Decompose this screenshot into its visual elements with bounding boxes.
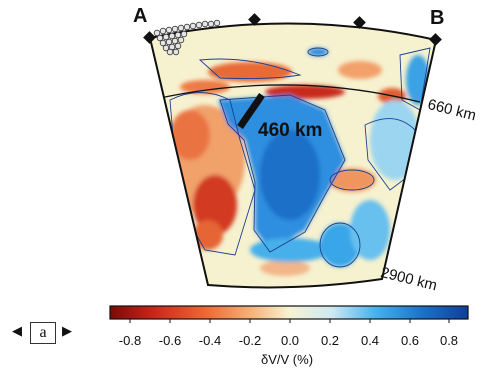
panel-label: a [30,322,56,344]
station-markers [143,13,442,46]
colorbar-tick: 0.2 [320,333,340,348]
colorbar-tick: 0.0 [280,333,300,348]
colorbar-tick: 0.6 [400,333,420,348]
distance-marker [237,93,265,129]
prev-panel-button[interactable]: ◀ [12,322,22,340]
colorbar-tick: 0.4 [360,333,380,348]
triangle-right-icon: ▶ [62,323,72,338]
triangle-left-icon: ◀ [12,323,22,338]
colorbar-tick: -0.8 [118,333,142,348]
colorbar-tick: -0.6 [158,333,182,348]
colorbar [109,305,469,320]
colorbar-tick: 0.8 [439,333,459,348]
hypocenter-circles [153,19,221,56]
next-panel-button[interactable]: ▶ [62,322,72,340]
point-b-label: B [430,7,445,29]
distance-label: 460 km [258,120,323,141]
colorbar-tick: -0.2 [238,333,262,348]
colorbar-tick: -0.4 [198,333,222,348]
velocity-anomaly-map [150,23,436,288]
point-a-label: A [133,5,148,27]
colorbar-label: δV/V (%) [261,352,314,367]
